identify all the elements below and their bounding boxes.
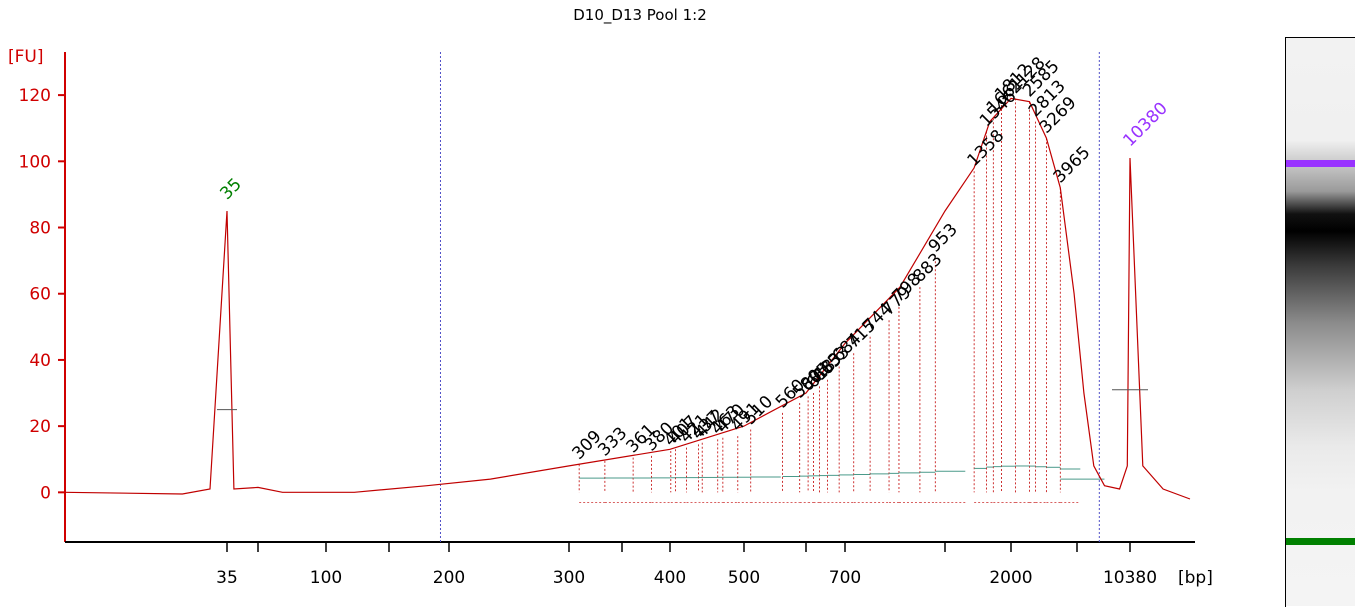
peak-label: 35 (216, 174, 245, 203)
gel-band (1286, 537, 1355, 545)
x-tick-label: 700 (829, 568, 861, 588)
analysis-region (439, 52, 1105, 542)
y-tick-label: 120 (19, 86, 51, 106)
y-tick-label: 20 (29, 417, 51, 437)
x-axis-unit: [bp] (1178, 568, 1213, 588)
trace-line (64, 97, 1191, 500)
x-tick-label: 10380 (1103, 568, 1157, 588)
x-tick-label: 2000 (989, 568, 1032, 588)
peak-label: 10380 (1119, 99, 1171, 151)
y-axis-unit: [FU] (8, 47, 44, 67)
gel-lane (1286, 38, 1355, 606)
y-tick-label: 80 (29, 219, 51, 239)
x-tick-label: 200 (433, 568, 465, 588)
gel-lane-panel (1285, 37, 1355, 607)
x-tick-label: 300 (553, 568, 585, 588)
peak-label: 3965 (1050, 143, 1095, 188)
x-tick-label: 500 (728, 568, 760, 588)
peak-labels: 3093333613804014074214374424634704915105… (216, 53, 1171, 464)
y-tick-label: 40 (29, 351, 51, 371)
axes: 0 20 40 60 80 100 120 35 100 200 300 400 500 700 2000 1… (19, 52, 1195, 588)
gel-band (1286, 160, 1355, 168)
y-tick-label: 100 (19, 152, 51, 172)
x-tick-label: 35 (216, 568, 238, 588)
y-tick-label: 60 (29, 285, 51, 305)
x-tick-label: 100 (310, 568, 342, 588)
trace (64, 97, 1191, 500)
chart-title: D10_D13 Pool 1:2 (573, 6, 706, 25)
y-tick-label: 0 (40, 483, 51, 503)
x-tick-label: 400 (654, 568, 686, 588)
